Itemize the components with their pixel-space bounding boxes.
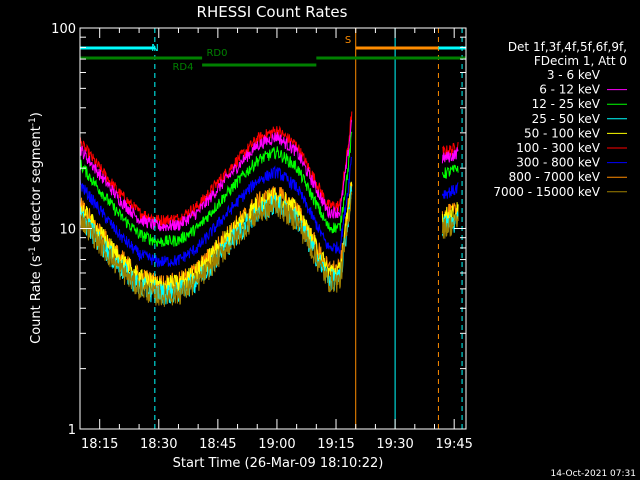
legend-label: 50 - 100 keV: [524, 126, 601, 140]
state-bar-label-s: S: [345, 35, 351, 46]
y-tick-label: 1: [68, 423, 76, 438]
series-line-6-12-kev-seg0: [79, 119, 353, 232]
series-line-12-25-kev-seg0: [79, 131, 353, 247]
legend-header-line-2: FDecim 1, Att 0: [534, 54, 627, 68]
state-bar-label-rd0: RD0: [206, 48, 227, 59]
series-line-50-100-kev-seg0: [79, 181, 353, 297]
legend-label: 3 - 6 keV: [547, 68, 601, 82]
x-tick-label: 19:45: [435, 437, 472, 452]
x-tick-label: 18:30: [140, 437, 177, 452]
y-tick-label: 100: [51, 22, 76, 37]
x-tick-label: 19:15: [317, 437, 354, 452]
x-tick-label: 18:45: [199, 437, 236, 452]
x-tick-label: 18:15: [81, 437, 118, 452]
legend-label: 25 - 50 keV: [532, 112, 601, 126]
legend-header-line-1: Det 1f,3f,4f,5f,6f,9f,: [508, 40, 627, 54]
y-tick-label: 10: [59, 223, 76, 238]
y-axis-label: Count Rate (s-1 detector segment-1): [28, 112, 44, 344]
series-line-7000-15000-kev-seg0: [79, 192, 353, 307]
x-axis-label: Start Time (26-Mar-09 18:10:22): [173, 456, 384, 471]
x-tick-label: 19:00: [258, 437, 295, 452]
legend-label: 100 - 300 keV: [516, 141, 600, 155]
series-line-12-25-kev-seg1: [441, 164, 459, 179]
legend: Det 1f,3f,4f,5f,6f,9f, FDecim 1, Att 0 3…: [493, 40, 627, 199]
x-tick-label: 19:30: [376, 437, 413, 452]
legend-label: 6 - 12 keV: [539, 83, 601, 97]
chart-title: RHESSI Count Rates: [197, 3, 348, 21]
state-bar-layer: N S RD0 RD4: [80, 35, 466, 73]
x-axis: 18:15 18:30 18:45 19:00 19:15 19:30 19:45: [79, 28, 473, 452]
state-bar-label-rd4: RD4: [172, 62, 193, 73]
series-line-300-800-kev-seg0: [79, 156, 353, 268]
state-bar-label-n: N: [151, 43, 158, 54]
series-line-3-6-kev-seg0: [79, 107, 353, 227]
footer-timestamp: 14-Oct-2021 07:31: [551, 469, 636, 479]
legend-label: 7000 - 15000 keV: [493, 185, 600, 199]
series-layer: [79, 107, 459, 307]
legend-label: 12 - 25 keV: [532, 97, 601, 111]
series-line-7000-15000-kev-seg1: [441, 214, 459, 239]
series-line-6-12-kev-seg1: [441, 147, 459, 164]
series-line-300-800-kev-seg1: [441, 182, 459, 199]
legend-label: 300 - 800 keV: [516, 156, 600, 170]
legend-label: 800 - 7000 keV: [509, 170, 601, 184]
y-axis: 1 10 100: [51, 22, 466, 438]
